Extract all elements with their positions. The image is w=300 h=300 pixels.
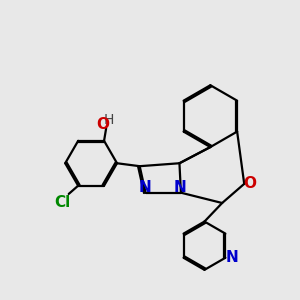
Text: N: N <box>174 180 187 195</box>
Text: H: H <box>104 113 114 127</box>
Text: O: O <box>96 116 109 131</box>
Text: N: N <box>226 250 238 265</box>
Text: Cl: Cl <box>54 195 70 210</box>
Text: O: O <box>243 176 256 191</box>
Text: N: N <box>139 180 152 195</box>
